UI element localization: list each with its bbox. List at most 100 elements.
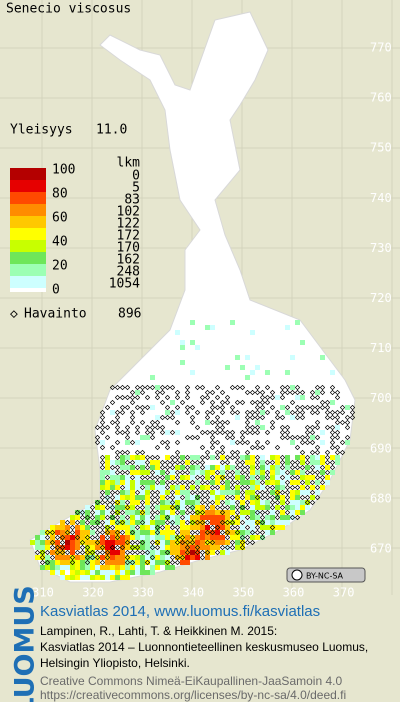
grid-cell [275, 480, 280, 485]
easting-label: 360 [283, 586, 305, 600]
observation-dot [79, 549, 86, 556]
grid-cell [265, 500, 270, 505]
observation-dot [189, 489, 196, 496]
grid-cell [45, 555, 50, 560]
grid-cell [130, 530, 135, 535]
observation-dot [339, 404, 346, 411]
observation-dot [199, 394, 206, 401]
grid-cell [290, 500, 295, 505]
grid-cell [210, 520, 215, 525]
observation-dot [264, 439, 271, 446]
grid-cell [110, 410, 115, 415]
observation-dot [179, 479, 186, 486]
observation-dot [149, 499, 156, 506]
grid-cell [190, 555, 195, 560]
grid-cell [75, 525, 80, 530]
grid-cell [150, 550, 155, 555]
grid-cell [55, 570, 60, 575]
observation-dot [174, 469, 181, 476]
grid-cell [55, 560, 60, 565]
observation-dot [139, 474, 146, 481]
grid-cell [125, 530, 130, 535]
observation-dot [79, 544, 86, 551]
grid-cell [70, 560, 75, 565]
grid-cell [105, 460, 110, 465]
grid-cell [70, 555, 75, 560]
observation-dot [104, 549, 111, 556]
grid-cell [170, 515, 175, 520]
grid-cell [260, 535, 265, 540]
grid-cell [200, 540, 205, 545]
grid-cell [70, 570, 75, 575]
observation-dot [329, 464, 336, 471]
grid-cell [240, 540, 245, 545]
grid-cell [210, 490, 215, 495]
observation-dot [129, 549, 136, 556]
observation-dot [324, 409, 331, 416]
grid-cell [130, 510, 135, 515]
grid-cell [205, 420, 210, 425]
grid-cell [265, 505, 270, 510]
observation-dot [259, 519, 266, 526]
grid-cell [135, 485, 140, 490]
grid-cell [255, 480, 260, 485]
grid-cell [95, 515, 100, 520]
observation-dot [264, 394, 271, 401]
grid-cell [275, 505, 280, 510]
observation-dot [139, 419, 146, 426]
observation-dot [224, 494, 231, 501]
grid-cell [290, 470, 295, 475]
observation-dot [179, 399, 186, 406]
observation-dot [284, 469, 291, 476]
observation-dot [244, 534, 251, 541]
grid-cell [115, 460, 120, 465]
observation-dot [69, 554, 76, 561]
observation-dot [214, 439, 221, 446]
grid-cell [220, 470, 225, 475]
license-url[interactable]: https://creativecommons.org/licenses/by-… [40, 688, 346, 702]
grid-cell [125, 455, 130, 460]
observation-dot [149, 384, 156, 391]
observation-dot [49, 529, 56, 536]
observation-dot [99, 519, 106, 526]
observation-dot [329, 384, 336, 391]
observation-dot [194, 529, 201, 536]
observation-dot [49, 544, 56, 551]
grid-cell [160, 545, 165, 550]
observation-dot [159, 399, 166, 406]
observation-dot [319, 389, 326, 396]
grid-cell [335, 460, 340, 465]
grid-cell [175, 520, 180, 525]
grid-cell [180, 505, 185, 510]
observation-dot [269, 389, 276, 396]
grid-cell [300, 485, 305, 490]
observation-dot [99, 464, 106, 471]
grid-cell [70, 535, 75, 540]
observation-dot [149, 514, 156, 521]
scale-label: 20 [52, 259, 68, 274]
grid-cell [250, 460, 255, 465]
grid-cell [120, 480, 125, 485]
grid-cell [125, 560, 130, 565]
grid-cell [195, 500, 200, 505]
grid-cell [275, 470, 280, 475]
easting-label: 370 [333, 586, 355, 600]
grid-cell [150, 545, 155, 550]
citation-line: Helsingin Yliopisto, Helsinki. [40, 656, 190, 670]
observation-dot [99, 489, 106, 496]
atlas-link[interactable]: Kasviatlas 2014, www.luomus.fi/kasviatla… [40, 603, 320, 620]
grid-cell [45, 540, 50, 545]
observation-dot [239, 489, 246, 496]
grid-cell [90, 560, 95, 565]
observation-dot [314, 484, 321, 491]
class-count: 83 [124, 193, 140, 208]
observation-dot [109, 464, 116, 471]
observation-count: 896 [118, 307, 141, 322]
grid-cell [310, 455, 315, 460]
grid-cell [220, 495, 225, 500]
observation-dot [309, 404, 316, 411]
observation-dot [204, 529, 211, 536]
observation-dot [124, 549, 131, 556]
grid-cell [135, 530, 140, 535]
legend-swatch [10, 180, 46, 192]
